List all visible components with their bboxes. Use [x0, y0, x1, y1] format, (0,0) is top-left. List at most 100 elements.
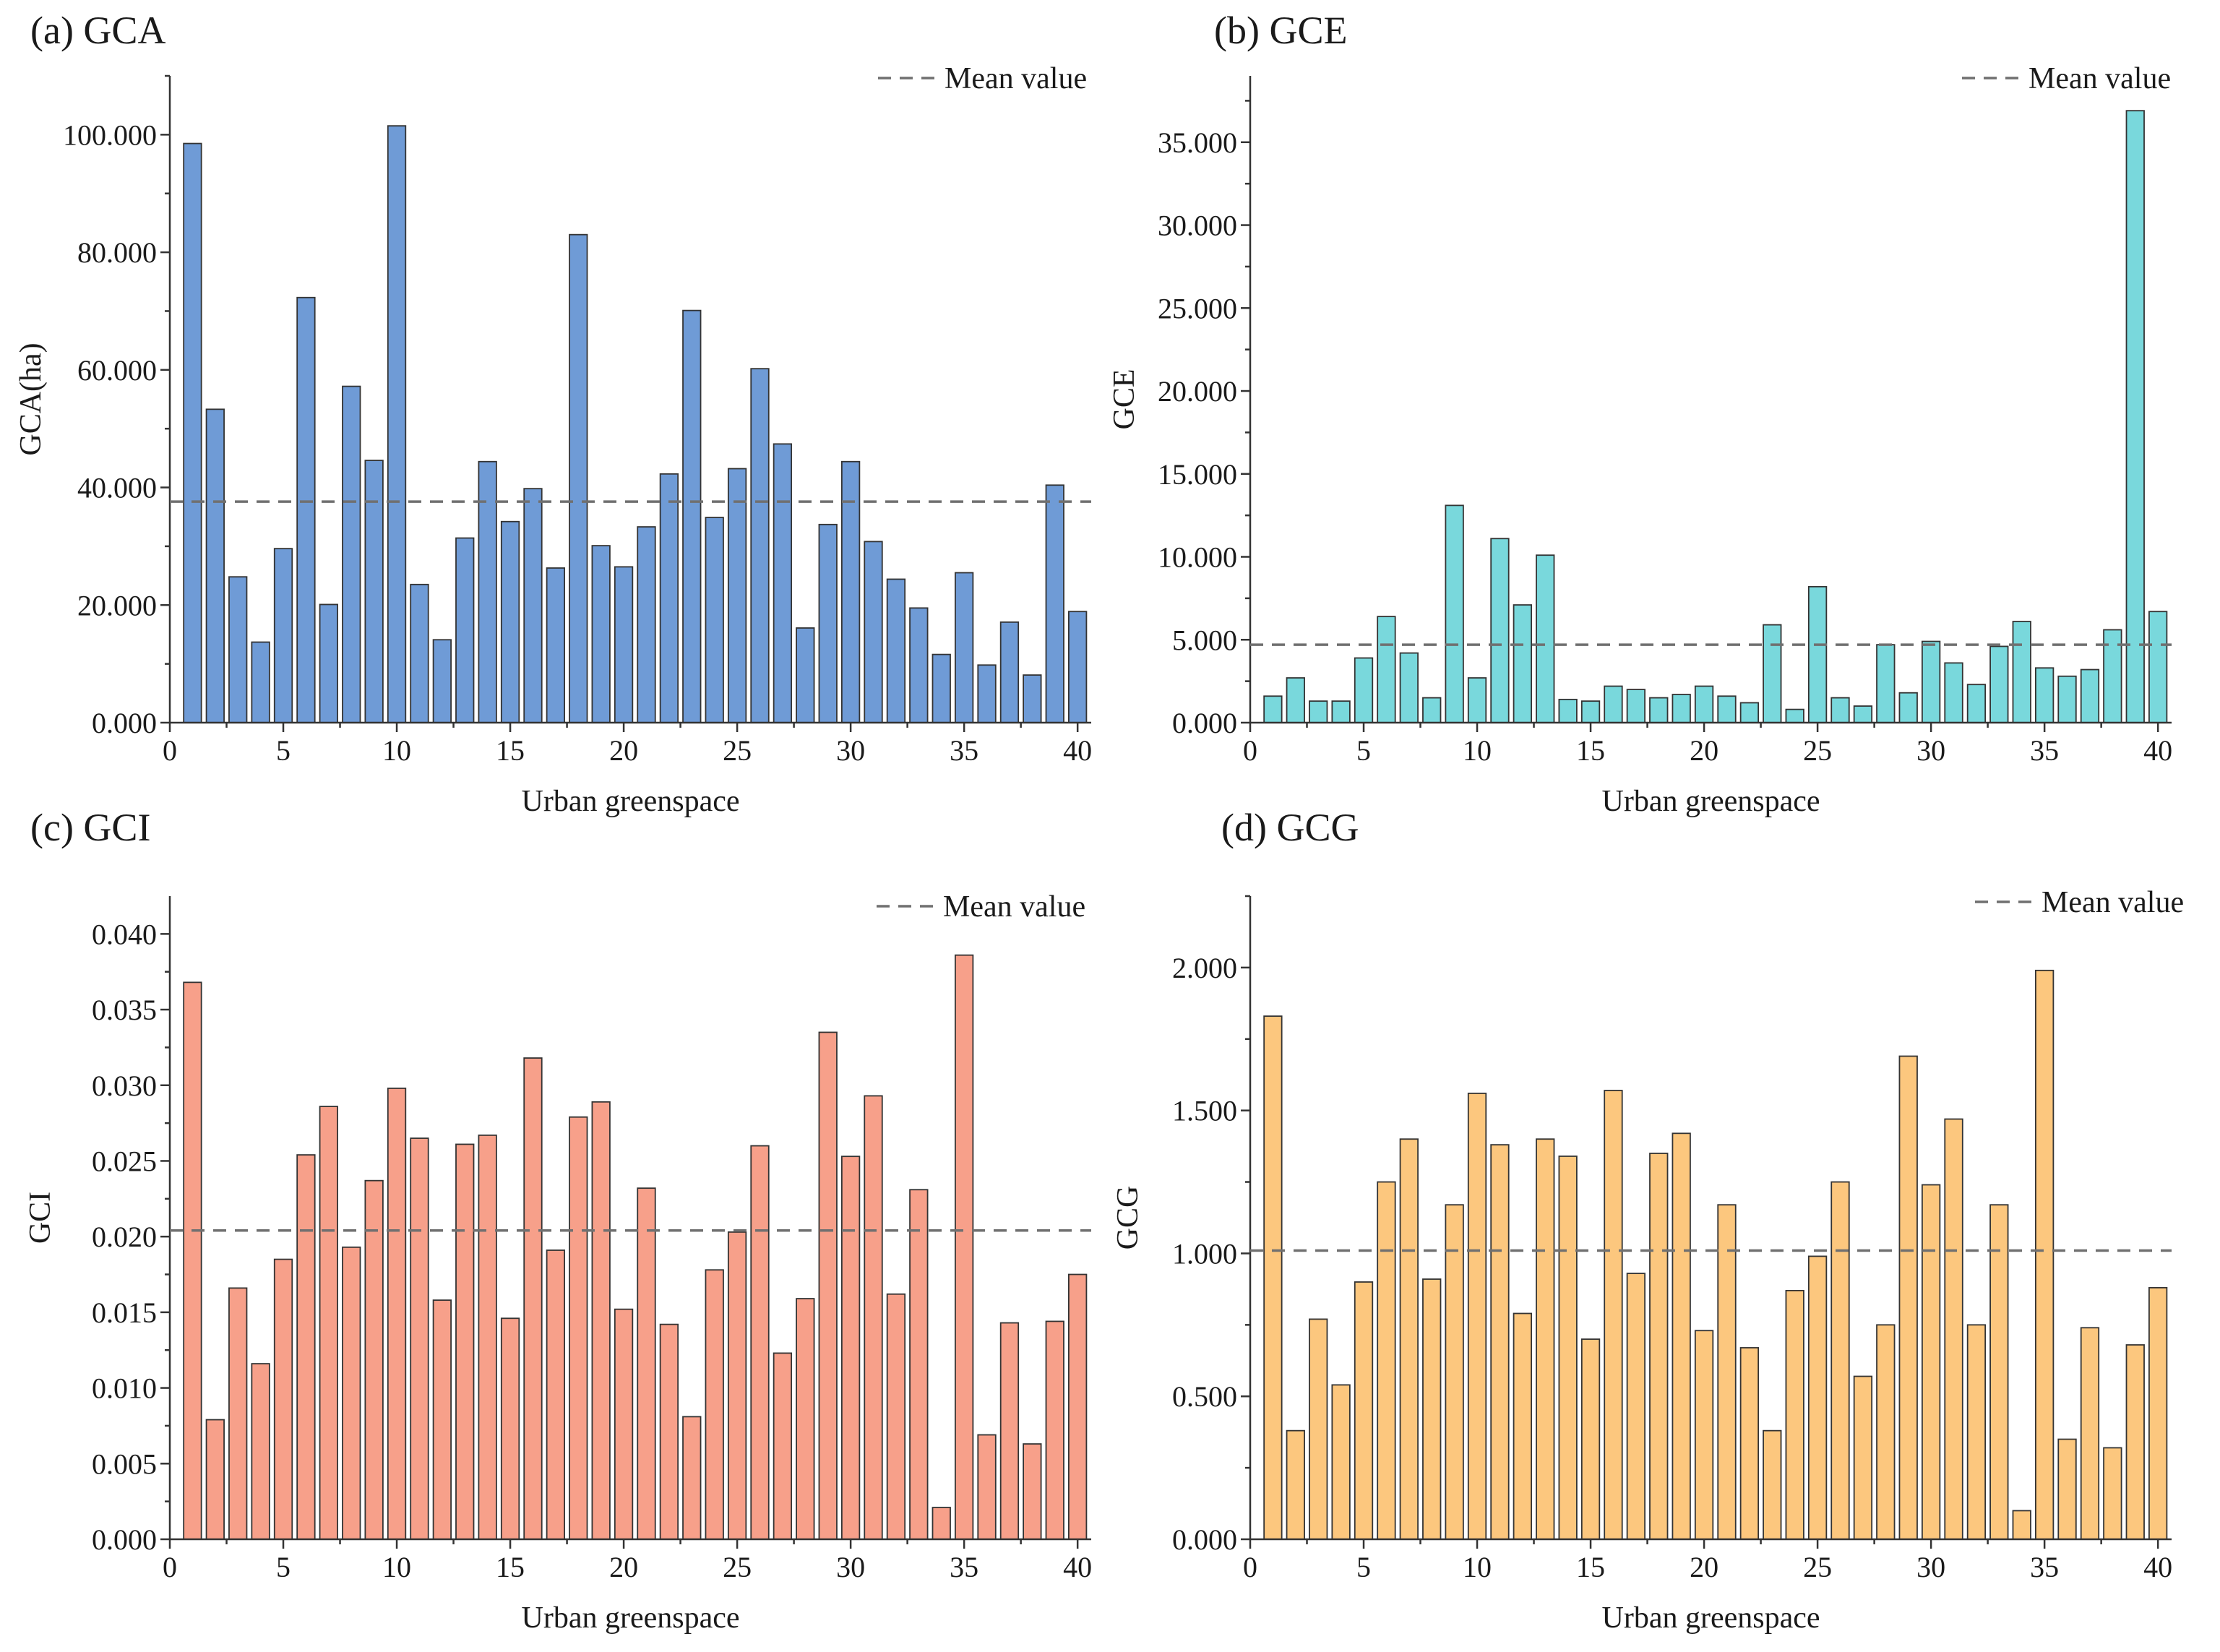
bar-c-13 — [455, 1143, 475, 1540]
x-tick-label: 40 — [2143, 1551, 2172, 1583]
legend: Mean value — [1975, 886, 2184, 919]
bar-c-6 — [296, 1154, 316, 1540]
y-tick-label: 0.040 — [92, 918, 157, 950]
bar-b-33 — [1989, 645, 2009, 723]
bar-b-12 — [1513, 604, 1533, 723]
y-tick-label: 0.500 — [1172, 1380, 1237, 1413]
bar-d-17 — [1626, 1273, 1646, 1540]
bar-c-14 — [478, 1134, 497, 1540]
y-tick-label: 0.005 — [92, 1447, 157, 1480]
y-axis-title: GCE — [1108, 369, 1141, 430]
y-axis-title: GCG — [1111, 1186, 1145, 1250]
bar-c-5 — [273, 1258, 293, 1540]
bar-b-6 — [1377, 616, 1396, 723]
bar-c-9 — [364, 1179, 384, 1540]
bar-a-1 — [183, 142, 202, 723]
bar-b-40 — [2148, 611, 2168, 723]
bar-d-22 — [1739, 1347, 1760, 1540]
bar-b-17 — [1626, 689, 1646, 723]
bar-a-29 — [818, 523, 838, 723]
x-tick-label: 30 — [1916, 734, 1945, 767]
y-tick-label: 0.015 — [92, 1296, 157, 1329]
bar-d-29 — [1898, 1055, 1918, 1540]
bar-a-13 — [455, 537, 475, 723]
bar-c-35 — [954, 954, 974, 1540]
bar-b-22 — [1739, 702, 1760, 723]
bar-a-11 — [410, 583, 429, 723]
bar-a-23 — [682, 309, 702, 723]
x-axis-title: Urban greenspace — [522, 1601, 740, 1635]
y-tick-label: 0.000 — [92, 1523, 157, 1556]
bar-c-20 — [614, 1308, 634, 1540]
bar-d-33 — [1989, 1204, 2009, 1540]
bar-b-32 — [1966, 684, 1987, 723]
x-tick-label: 15 — [496, 734, 525, 767]
bar-c-11 — [410, 1137, 429, 1540]
bar-a-5 — [273, 548, 293, 723]
bar-a-9 — [364, 460, 384, 723]
bar-b-35 — [2034, 667, 2055, 723]
bar-a-10 — [387, 125, 407, 723]
legend-label: Mean value — [943, 890, 1085, 924]
bar-a-26 — [750, 368, 770, 723]
bar-b-28 — [1876, 644, 1896, 723]
y-tick-label: 0.030 — [92, 1070, 157, 1102]
bar-d-11 — [1490, 1144, 1510, 1540]
y-tick-label: 15.000 — [1158, 458, 1237, 491]
y-tick-label: 1.000 — [1172, 1237, 1237, 1270]
x-tick-label: 10 — [382, 734, 411, 767]
x-tick-label: 10 — [1463, 734, 1492, 767]
bar-d-4 — [1331, 1384, 1351, 1540]
bar-a-37 — [999, 621, 1020, 723]
bar-d-5 — [1354, 1281, 1374, 1540]
x-tick-label: 25 — [1803, 734, 1832, 767]
x-tick-label: 30 — [836, 734, 865, 767]
bar-b-10 — [1467, 677, 1487, 723]
x-tick-label: 5 — [1356, 1551, 1371, 1583]
bar-b-36 — [2057, 675, 2077, 723]
bar-d-12 — [1513, 1312, 1533, 1540]
bar-c-10 — [387, 1088, 407, 1540]
bar-b-27 — [1853, 705, 1873, 723]
x-tick-label: 30 — [1916, 1551, 1945, 1583]
bar-d-31 — [1944, 1118, 1963, 1540]
y-tick-label: 25.000 — [1158, 292, 1237, 324]
bar-c-32 — [886, 1293, 906, 1540]
bar-c-24 — [705, 1269, 724, 1540]
y-tick-label: 20.000 — [1158, 375, 1237, 408]
bar-c-17 — [546, 1249, 566, 1540]
bar-b-24 — [1785, 708, 1804, 723]
legend-label: Mean value — [2028, 62, 2171, 95]
bar-a-39 — [1045, 484, 1064, 723]
y-tick-label: 0.000 — [1172, 707, 1237, 739]
bar-b-21 — [1717, 695, 1737, 723]
y-tick-label: 0.035 — [92, 994, 157, 1026]
legend-label: Mean value — [2042, 886, 2184, 919]
x-tick-label: 15 — [1576, 734, 1605, 767]
bar-d-38 — [2103, 1447, 2122, 1540]
bar-d-36 — [2057, 1438, 2077, 1540]
y-tick-label: 60.000 — [77, 354, 157, 387]
bar-d-24 — [1785, 1289, 1804, 1540]
bar-d-14 — [1558, 1156, 1578, 1540]
bar-d-28 — [1876, 1324, 1896, 1540]
bar-a-31 — [864, 541, 883, 723]
bar-a-3 — [228, 576, 248, 723]
x-tick-label: 15 — [496, 1551, 525, 1583]
bar-a-38 — [1023, 674, 1042, 723]
y-tick-label: 0.010 — [92, 1372, 157, 1405]
bar-b-9 — [1445, 504, 1464, 723]
bar-d-34 — [2012, 1510, 2031, 1540]
bar-d-1 — [1263, 1015, 1283, 1540]
bar-a-12 — [432, 639, 452, 723]
bar-a-19 — [591, 545, 611, 723]
y-tick-label: 35.000 — [1158, 126, 1237, 159]
x-tick-label: 20 — [609, 734, 638, 767]
bar-c-21 — [637, 1187, 656, 1540]
x-tick-label: 15 — [1576, 1551, 1605, 1583]
bar-c-39 — [1045, 1320, 1064, 1540]
bar-b-30 — [1921, 640, 1941, 723]
bar-a-28 — [796, 627, 815, 723]
bar-c-22 — [659, 1323, 679, 1540]
bar-c-18 — [569, 1116, 588, 1540]
